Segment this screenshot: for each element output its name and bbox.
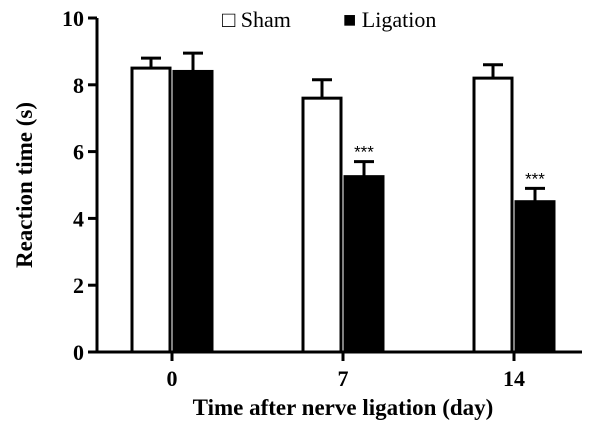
bar-ligation-1 [343,175,385,354]
x-axis-title: Time after nerve ligation (day) [193,395,494,420]
y-tick-label-0: 0 [73,340,84,365]
y-tick-label-3: 6 [73,140,84,165]
bar-sham-1 [301,96,343,354]
x-axis: 0 7 14 [95,350,582,391]
significance-label-0: *** [354,143,374,162]
legend-entry-ligation: ■ Ligation [343,7,436,32]
y-tick-label-2: 4 [73,206,84,231]
y-tick-label-5: 10 [62,6,84,31]
y-axis: 0 2 4 6 8 10 [62,6,99,365]
bar-sham-2 [472,76,514,354]
x-tick-label-0: 0 [167,366,178,391]
legend: □ Sham ■ Ligation [222,7,436,32]
y-tick-label-1: 2 [73,273,84,298]
bar-ligation-0 [172,69,214,354]
x-tick-label-2: 14 [503,366,525,391]
x-tick-label-1: 7 [338,366,349,391]
bar-sham-0 [130,66,172,354]
plot-area: *** *** [130,51,556,354]
legend-entry-sham: □ Sham [222,7,291,32]
significance-label-1: *** [525,169,545,188]
bar-ligation-2 [514,200,556,354]
y-axis-title: Reaction time (s) [12,102,37,268]
y-tick-label-4: 8 [73,73,84,98]
